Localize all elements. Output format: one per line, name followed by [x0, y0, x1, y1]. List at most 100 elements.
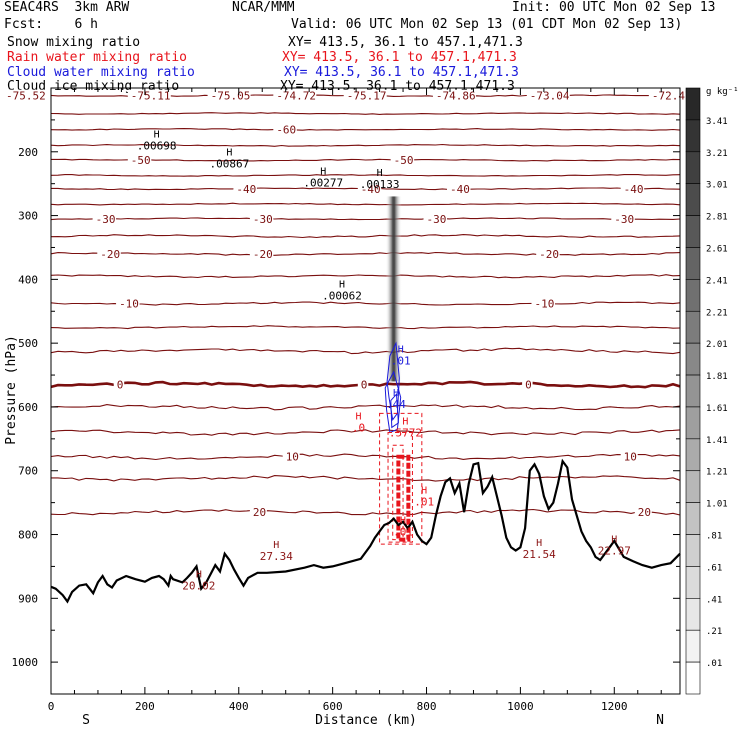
contour-label-bg	[432, 89, 476, 101]
x-axis: 0 200 400 600 800 1000 1200	[48, 88, 662, 713]
y-tick-label: 800	[18, 529, 38, 542]
colorbar-label: 3.01	[706, 181, 728, 191]
temperature-contour	[50, 453, 681, 461]
colorbar: 3.41 3.21 3.01 2.81 2.61 2.41 2.21 2.01 1.81 1.61…	[685, 87, 728, 695]
colorbar-label: 1.21	[706, 468, 728, 478]
colorbar-label: 2.41	[706, 276, 728, 286]
temperature-contours	[50, 94, 681, 516]
contour-label-bg	[390, 154, 415, 166]
contour-label-bg	[97, 247, 121, 259]
extremum-value: .00867	[209, 157, 249, 170]
temperature-contour	[50, 347, 681, 355]
contour-label: -60	[276, 123, 296, 136]
colorbar-swatch	[685, 406, 701, 440]
rain-water-contour	[379, 412, 423, 545]
contour-label-bg	[233, 182, 257, 194]
contour-label-bg	[127, 154, 152, 166]
extremum-high-marker: H	[355, 412, 361, 423]
contour-label: -40	[624, 183, 644, 196]
extremum-high-marker: H	[398, 345, 404, 356]
rain-field-xy: XY= 413.5, 36.1 to 457.1,471.3	[282, 50, 517, 65]
contour-label: 10	[624, 451, 637, 464]
temperature-contour	[51, 475, 681, 482]
rain-water-contour	[387, 431, 413, 543]
extremum-high-marker: H	[320, 167, 326, 178]
contour-label-bg	[249, 506, 267, 518]
colorbar-label: .61	[706, 563, 722, 573]
contour-label: 20	[638, 506, 651, 519]
colorbar-swatch	[685, 279, 701, 312]
contour-label: -30	[253, 213, 273, 226]
contour-label: -30	[427, 213, 447, 226]
contour-label: -40	[361, 183, 381, 196]
colorbar-label: 1.61	[706, 404, 728, 414]
terrain-line	[50, 458, 681, 604]
x-tick-label: 800	[417, 700, 437, 713]
extremum-high-marker: H	[226, 147, 232, 158]
y-tick-label: 900	[18, 592, 38, 605]
contour-label: -10	[534, 298, 554, 311]
colorbar-swatch	[685, 342, 701, 376]
init-time: Init: 00 UTC Mon 02 Sep 13	[512, 0, 716, 15]
contour-label-bg	[282, 450, 300, 462]
extremum-value: 27.34	[260, 550, 293, 563]
colorbar-swatch	[685, 215, 701, 248]
x-tick-label: 600	[323, 700, 343, 713]
x-tick-label: 1000	[507, 700, 534, 713]
contour-label: -40	[236, 183, 256, 196]
colorbar-swatch	[685, 87, 701, 121]
y-tick-label: 600	[18, 401, 38, 414]
extremum-value: .01	[393, 526, 413, 539]
contour-label-bg	[357, 182, 382, 194]
contour-label: -10	[119, 298, 139, 311]
plot-frame	[50, 87, 681, 695]
contour-label-bg	[273, 123, 297, 135]
contour-labels: -75.52 -75.11 -75.05 -74.72 -75.17 -74.86 -73.…	[3, 89, 692, 519]
contour-label-bg	[249, 247, 274, 259]
extremum-value: .01	[391, 355, 411, 368]
terrain-path	[50, 458, 681, 604]
contour-label-bg	[648, 89, 692, 101]
contour-label: -30	[614, 213, 634, 226]
colorbar-label: 1.81	[706, 372, 728, 382]
contour-label: -20	[100, 248, 120, 261]
extremum-value: .01	[414, 496, 434, 509]
colorbar-label: .21	[706, 627, 722, 637]
extremum-high-marker: H	[393, 388, 399, 399]
contour-label: 0	[361, 379, 368, 392]
colorbar-swatch	[685, 183, 701, 216]
contour-label: -30	[96, 213, 116, 226]
contour-label: -74.86	[436, 90, 476, 103]
colorbar-label: 1.41	[706, 436, 728, 446]
extremum-high-marker: H	[377, 168, 383, 179]
colorbar-label: 3.21	[706, 149, 728, 159]
colorbar-swatch	[685, 151, 701, 184]
contour-label-bg	[446, 182, 471, 194]
contour-label-bg	[343, 89, 387, 101]
contour-label-bg	[620, 450, 638, 462]
contour-label-bg	[3, 89, 46, 101]
org-label: NCAR/MMM	[232, 0, 295, 15]
contour-label: -75.52	[6, 90, 46, 103]
x-tick-label: 400	[229, 700, 249, 713]
colorbar-unit: g kg⁻¹	[706, 87, 739, 97]
colorbar-label: .01	[706, 659, 722, 669]
extremum-high-marker: H	[421, 486, 427, 497]
temperature-contour	[51, 158, 681, 162]
contour-label: -20	[253, 248, 273, 261]
colorbar-label: 3.41	[706, 117, 728, 127]
y-axis-title: Pressure (hPa)	[4, 335, 19, 445]
x-left-label-south: S	[82, 713, 90, 728]
temperature-contour	[50, 143, 681, 147]
contour-label-bg	[536, 247, 560, 259]
colorbar-swatch	[685, 438, 701, 472]
contour-label: -40	[450, 183, 470, 196]
contour-label: 20	[253, 506, 266, 519]
extremum-value: 21.54	[523, 548, 556, 561]
temperature-contour	[50, 301, 681, 306]
contour-label: -73.04	[530, 90, 570, 103]
colorbar-swatch	[685, 470, 701, 503]
colorbar-swatch	[685, 661, 701, 695]
contour-label-bg	[92, 212, 117, 224]
